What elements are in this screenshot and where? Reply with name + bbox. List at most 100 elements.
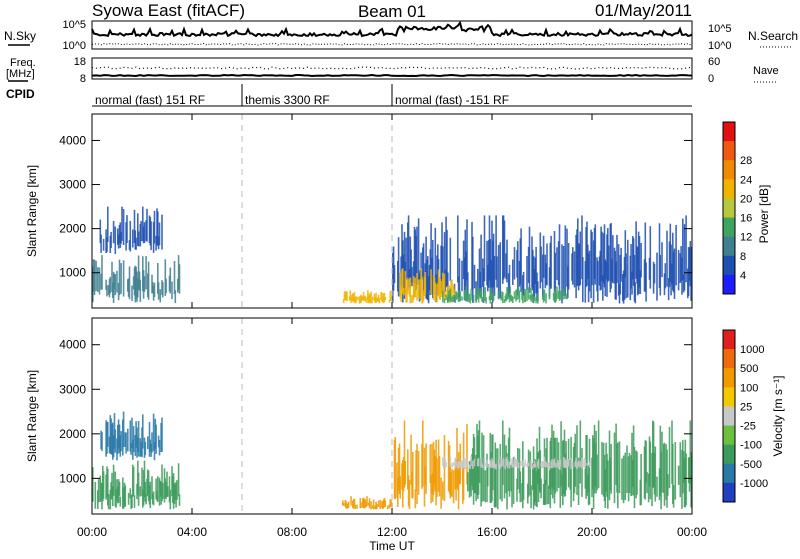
data-cell: [564, 225, 567, 296]
colorbar-swatch: [723, 160, 735, 180]
data-cell: [495, 464, 497, 470]
data-cell: [164, 259, 167, 296]
data-cell: [177, 463, 180, 497]
data-cell: [432, 275, 435, 300]
data-cell: [422, 420, 424, 487]
data-cell: [443, 232, 446, 297]
data-cell: [607, 245, 610, 281]
data-cell: [577, 243, 580, 291]
data-cell: [615, 423, 617, 485]
data-cell: [434, 282, 437, 302]
data-cell: [567, 243, 570, 290]
colorbar-frame: [722, 121, 736, 295]
data-cell: [668, 426, 671, 489]
data-cell: [364, 295, 367, 302]
data-cell: [127, 428, 129, 452]
data-cell: [452, 294, 455, 301]
data-cell: [579, 420, 582, 484]
data-cell: [155, 424, 157, 454]
data-cell: [137, 472, 140, 506]
data-cell: [131, 285, 133, 302]
data-cell: [451, 279, 453, 301]
colorbar-tick-label: -25: [740, 421, 756, 433]
cpid-label: CPID: [6, 87, 35, 101]
data-cell: [674, 442, 677, 500]
x-tick-label: 00:00: [77, 525, 107, 539]
data-cell: [550, 461, 552, 469]
data-cell: [485, 462, 487, 467]
data-cell: [516, 478, 518, 502]
data-cell: [114, 471, 117, 507]
colorbar-tick-label: 4: [740, 270, 746, 282]
data-cell: [122, 487, 125, 509]
data-cell: [142, 470, 145, 506]
data-cell: [151, 476, 153, 500]
data-cell: [382, 293, 385, 304]
data-cell: [605, 442, 607, 492]
data-cell: [661, 242, 663, 278]
data-cell: [480, 458, 482, 507]
data-cell: [559, 469, 562, 508]
data-cell: [452, 285, 455, 294]
data-cell: [672, 443, 674, 504]
data-cell: [449, 237, 452, 282]
data-cell: [407, 475, 410, 507]
data-cell: [605, 261, 607, 280]
data-cell: [470, 456, 472, 466]
data-cell: [445, 462, 447, 467]
data-cell: [617, 442, 619, 509]
data-cell: [532, 298, 535, 303]
data-cell: [400, 284, 402, 302]
data-cell: [421, 276, 423, 304]
data-cell: [482, 465, 484, 469]
data-cell: [486, 459, 488, 468]
data-cell: [436, 458, 438, 497]
data-cell: [545, 263, 547, 285]
data-cell: [417, 450, 420, 495]
data-cell: [591, 232, 593, 286]
data-cell: [122, 209, 125, 245]
data-cell: [378, 298, 381, 304]
data-cell: [522, 462, 525, 466]
cpid-segment-label: normal (fast) -151 RF: [395, 93, 509, 107]
data-cell: [532, 464, 535, 467]
data-cell: [161, 417, 163, 452]
data-cell: [417, 279, 420, 299]
data-cell: [442, 481, 444, 500]
data-cell: [357, 296, 359, 301]
data-cell: [467, 472, 469, 492]
data-cell: [685, 215, 687, 283]
data-cell: [450, 472, 452, 497]
colorbar-swatch: [723, 255, 735, 276]
data-cell: [410, 249, 412, 283]
data-cell: [637, 231, 640, 294]
data-cell: [397, 477, 399, 507]
data-cell: [176, 479, 178, 500]
data-cell: [165, 482, 167, 500]
data-cell: [107, 206, 109, 242]
colorbar-swatch: [723, 274, 735, 295]
data-cell: [458, 258, 461, 302]
velocity-colorbar: 1000 500 100 25 -25 -100 -500 -1000: [722, 329, 768, 503]
data-cell: [501, 459, 503, 467]
x-tick-label: 00:00: [677, 525, 707, 539]
data-cell: [415, 450, 417, 491]
data-cell: [493, 256, 496, 296]
data-cell: [633, 446, 636, 509]
data-cell: [672, 251, 675, 293]
colorbar-swatch: [723, 387, 735, 407]
colorbar-tick-label: 20: [740, 193, 752, 205]
data-cell: [545, 461, 547, 468]
data-cell: [166, 471, 168, 497]
data-cell: [360, 294, 362, 303]
data-cell: [131, 417, 133, 448]
colorbar-swatch: [723, 330, 735, 350]
data-cell: [431, 443, 433, 494]
data-cell: [466, 219, 468, 281]
colorbar-swatch: [723, 425, 735, 446]
data-cell: [405, 287, 407, 303]
data-cell: [94, 481, 97, 509]
data-cell: [112, 435, 115, 458]
data-cell: [353, 291, 356, 302]
